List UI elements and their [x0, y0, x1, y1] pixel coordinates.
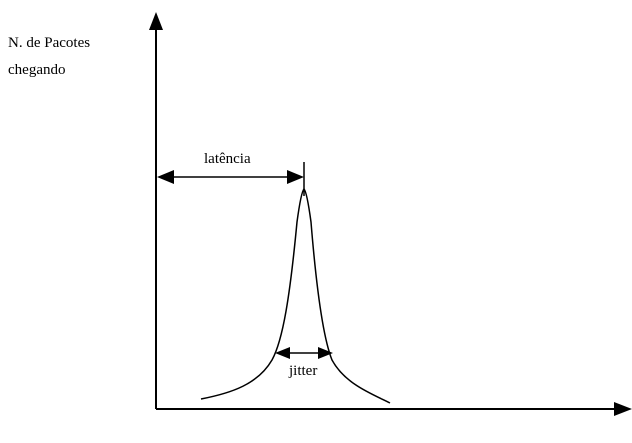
y-axis-arrowhead [149, 12, 163, 30]
y-axis-label-line-2: chegando [8, 62, 65, 78]
latency-arrowhead-right [287, 170, 304, 184]
y-axis-label-line-1: N. de Pacotes [8, 35, 90, 51]
jitter-arrowhead-left [275, 347, 290, 359]
jitter-label: jitter [288, 363, 317, 379]
x-axis-arrowhead [614, 402, 632, 416]
jitter-arrowhead-right [318, 347, 333, 359]
packet-arrival-curve [200, 187, 391, 404]
latency-arrowhead-left [157, 170, 174, 184]
latency-label: latência [204, 151, 251, 167]
y-axis-label: N. de Pacotes chegando [8, 35, 94, 78]
